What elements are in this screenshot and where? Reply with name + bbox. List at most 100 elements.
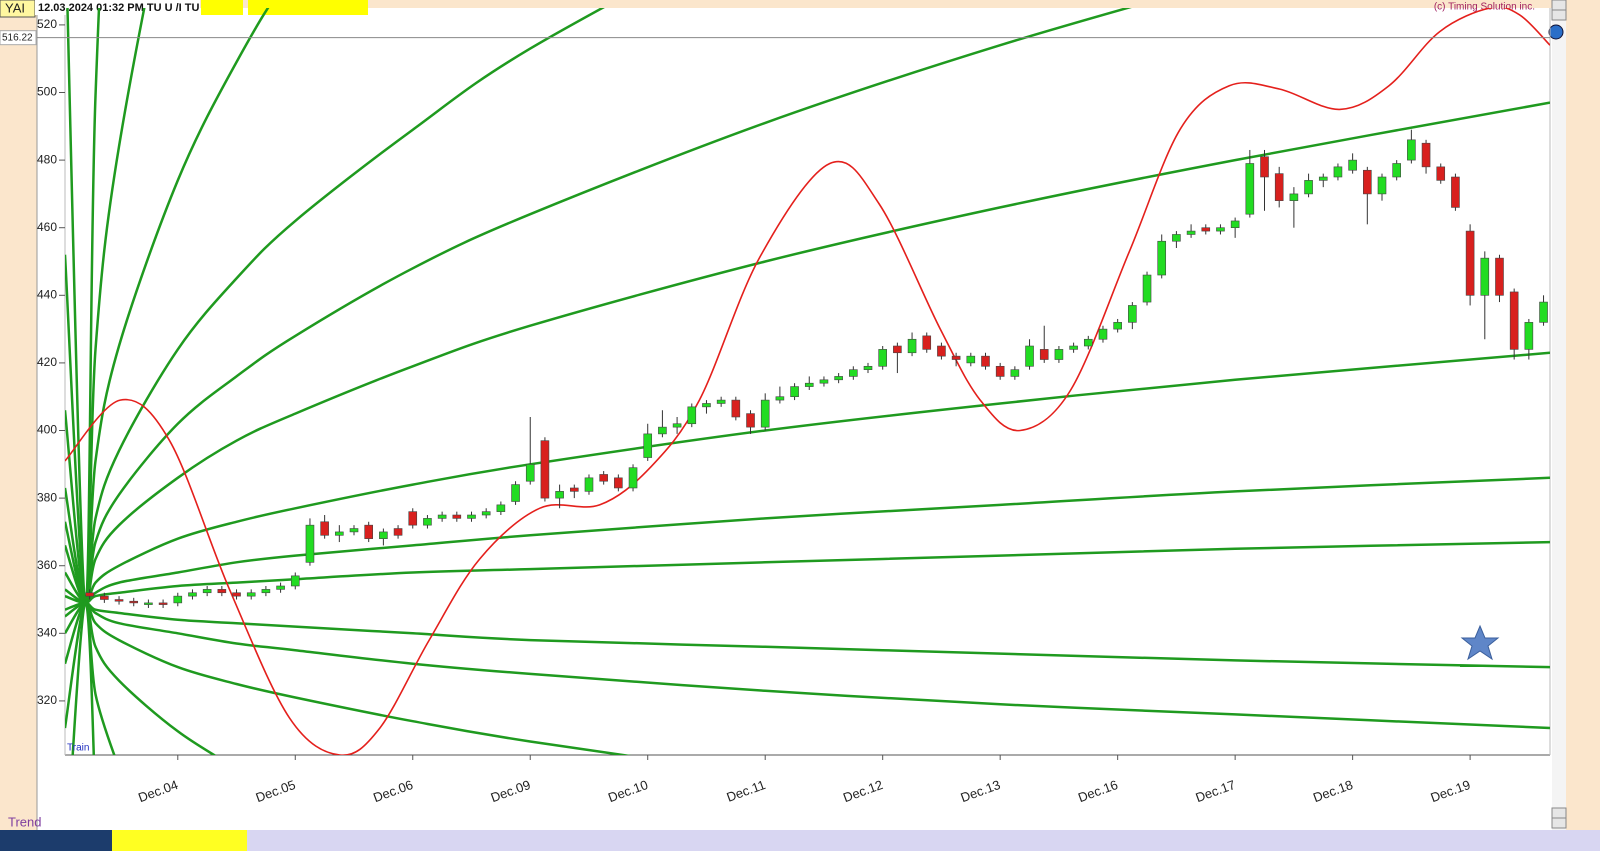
- fan-line: [65, 601, 632, 755]
- candle-body: [217, 589, 227, 594]
- candle-body: [1509, 291, 1519, 350]
- y-tick-label: 340: [37, 625, 57, 639]
- candle-body: [672, 423, 682, 428]
- candle-body: [511, 484, 520, 502]
- candle-body: [878, 349, 887, 367]
- candle-body: [335, 531, 344, 536]
- fan-line: [65, 601, 1550, 669]
- candle-body: [937, 345, 946, 357]
- fan-line: [66, 8, 101, 606]
- candle-body: [1318, 176, 1328, 181]
- annotation: Train: [67, 743, 89, 754]
- candle-body: [1128, 305, 1137, 323]
- candle-body: [628, 467, 638, 489]
- y-tick-label: 480: [37, 152, 57, 166]
- candle-body: [202, 589, 212, 594]
- candle-body: [893, 345, 902, 354]
- candle-body: [144, 602, 153, 605]
- candle-body: [716, 399, 726, 404]
- candle-body: [1524, 322, 1534, 350]
- candle-body: [1274, 173, 1284, 201]
- candle-body: [863, 365, 873, 370]
- scrollbar[interactable]: [1552, 0, 1566, 830]
- highlight-box: [248, 0, 368, 15]
- left-panel: [0, 0, 37, 830]
- candle-body: [452, 514, 462, 519]
- candle-body: [1377, 176, 1387, 195]
- cycle-line: [65, 8, 1550, 755]
- globe-icon[interactable]: [1548, 24, 1564, 40]
- candle-body: [173, 595, 183, 604]
- candle-body: [1480, 257, 1490, 296]
- y-tick-label: 360: [37, 558, 57, 572]
- candle-body: [364, 524, 373, 539]
- candle-body: [1304, 180, 1313, 195]
- candle-body: [290, 575, 300, 587]
- candle-body: [555, 491, 564, 499]
- candle-body: [1186, 230, 1196, 235]
- candle-body: [1142, 274, 1152, 303]
- y-tick-label: 500: [37, 85, 57, 99]
- candle-body: [687, 406, 697, 425]
- scroll-up[interactable]: [1551, 807, 1567, 819]
- candle-body: [804, 382, 814, 387]
- fan-line: [71, 601, 96, 755]
- candle-body: [1230, 220, 1240, 229]
- candle-body: [349, 528, 359, 533]
- y-tick-label: 400: [37, 423, 57, 437]
- candle-body: [907, 338, 917, 354]
- candle-body: [114, 599, 124, 602]
- candle-body: [1245, 163, 1255, 215]
- candle-body: [1025, 345, 1034, 367]
- candle-body: [100, 595, 109, 600]
- candle-body: [658, 426, 667, 435]
- status-segment[interactable]: [0, 830, 112, 851]
- candle-body: [540, 440, 550, 499]
- candle-body: [1216, 227, 1225, 232]
- candle-body: [1333, 166, 1343, 178]
- candle-body: [1363, 169, 1372, 195]
- highlight-box: [201, 0, 243, 15]
- fan-line: [65, 540, 1550, 605]
- candle-body: [276, 585, 285, 590]
- candle-body: [496, 504, 506, 512]
- y-tick-label: 380: [37, 490, 57, 504]
- candle-body: [614, 477, 623, 489]
- candle-body: [1039, 349, 1049, 360]
- last-price-box: [0, 30, 37, 46]
- scroll-down[interactable]: [1551, 817, 1567, 829]
- candle-body: [261, 589, 271, 594]
- y-tick-label: 520: [37, 17, 57, 31]
- candle-body: [834, 376, 843, 381]
- candle-body: [951, 355, 961, 360]
- candle-body: [393, 528, 403, 536]
- footer-tab[interactable]: Trend: [8, 814, 41, 829]
- fan-line: [65, 351, 1550, 605]
- candle-body: [481, 511, 491, 516]
- candle-body: [85, 592, 94, 597]
- scroll-down[interactable]: [1551, 9, 1567, 21]
- candle-body: [320, 521, 329, 536]
- candle-body: [1172, 234, 1181, 242]
- y-tick-label: 320: [37, 693, 57, 707]
- candle-body: [1083, 338, 1093, 347]
- status-segment[interactable]: [112, 830, 247, 851]
- right-panel: [1566, 0, 1600, 830]
- candle-body: [158, 602, 168, 605]
- scroll-up[interactable]: [1551, 0, 1567, 11]
- candle-body: [819, 379, 829, 384]
- candle-body: [1098, 328, 1108, 340]
- candle-body: [246, 592, 256, 597]
- candle-body: [1407, 139, 1416, 161]
- candle-body: [1157, 240, 1167, 276]
- fan-line: [65, 8, 146, 605]
- candle-body: [1054, 349, 1064, 360]
- star-icon[interactable]: [1460, 624, 1500, 661]
- candle-body: [790, 386, 799, 398]
- candle-body: [1465, 230, 1475, 296]
- candle-body: [1392, 163, 1401, 178]
- candle-body: [584, 477, 594, 492]
- candle-body: [702, 403, 711, 408]
- candle-body: [1010, 369, 1020, 377]
